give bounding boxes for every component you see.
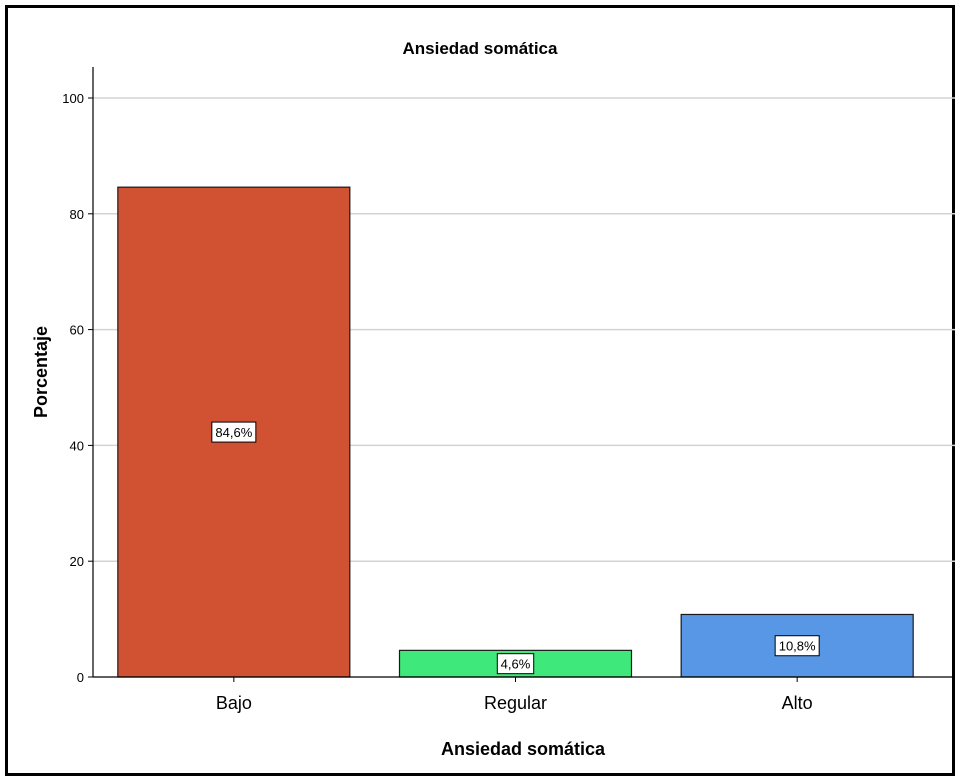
x-tick-label: Alto — [782, 693, 813, 713]
data-label: 4,6% — [501, 657, 531, 672]
data-label-box — [211, 421, 257, 443]
bars: 84,6% 4,6% 10,8% — [117, 186, 914, 678]
y-axis-label: Porcentaje — [31, 326, 51, 418]
x-tick-label: Regular — [484, 693, 547, 713]
data-label: 10,8% — [779, 639, 816, 654]
y-tick-label: 80 — [70, 207, 84, 222]
y-tick-label: 60 — [70, 323, 84, 338]
data-label: 84,6% — [215, 425, 252, 440]
axes: 0 20 40 60 80 100 Bajo Regular Alto — [62, 67, 955, 713]
chart-title: Ansiedad somática — [403, 39, 558, 58]
x-tick-label: Bajo — [216, 693, 252, 713]
y-tick-label: 100 — [62, 91, 84, 106]
y-tick-label: 0 — [77, 670, 84, 685]
x-axis-label: Ansiedad somática — [441, 739, 606, 759]
data-label-box — [496, 653, 535, 675]
y-tick-label: 40 — [70, 438, 84, 453]
y-tick-label: 20 — [70, 554, 84, 569]
data-label-box — [774, 635, 820, 657]
